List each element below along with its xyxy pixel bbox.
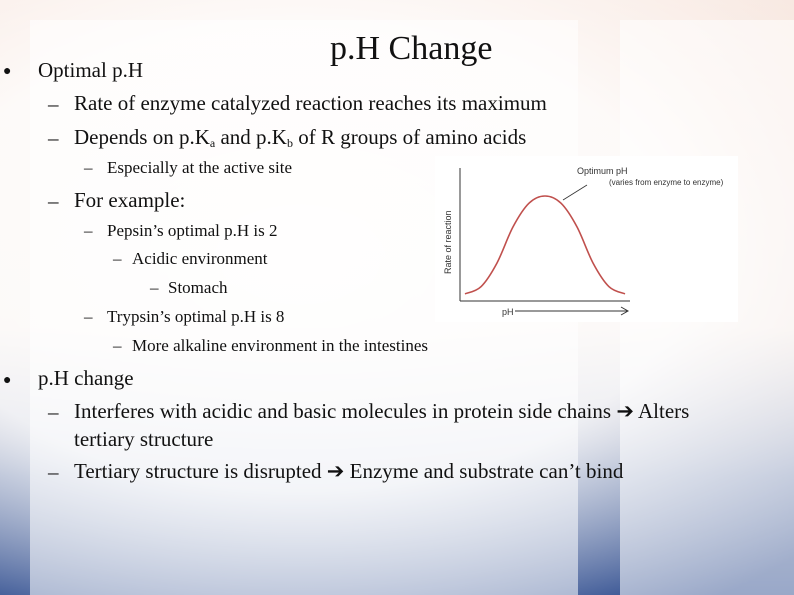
alters-text: Alters xyxy=(633,399,690,423)
x-axis-label: pH xyxy=(502,307,514,317)
sub-rate-maximum: Rate of enzyme catalyzed reaction reache… xyxy=(74,91,547,115)
sub-for-example: For example: xyxy=(74,188,186,212)
dash-marker: – xyxy=(48,92,59,116)
sub-depends-pk: Depends on p.Ka and p.Kb of R groups of … xyxy=(74,125,526,151)
annotation-pointer xyxy=(562,184,588,201)
sub-alkaline: More alkaline environment in the intesti… xyxy=(132,336,429,355)
chart-svg: Rate of reaction pH Optimum pH (varies f… xyxy=(443,166,724,317)
sub-trypsin: Trypsin’s optimal p.H is 8 xyxy=(107,307,285,326)
dash-marker: – xyxy=(48,189,59,213)
annotation-subtitle: (varies from enzyme to enzyme) xyxy=(609,178,724,187)
sub-acidic: Acidic environment xyxy=(132,249,268,268)
arrow-icon: ➔ xyxy=(616,399,634,423)
bullet-dot: ● xyxy=(3,64,12,79)
dash-marker: – xyxy=(84,307,93,326)
bullet-dot: ● xyxy=(3,373,12,388)
dash-marker: – xyxy=(48,460,59,484)
optimum-ph-chart: Rate of reaction pH Optimum pH (varies f… xyxy=(435,156,738,322)
sub-interferes: Interferes with acidic and basic molecul… xyxy=(74,399,689,424)
y-axis-label: Rate of reaction xyxy=(443,210,453,274)
pk-text-1: Depends on p.K xyxy=(74,125,210,149)
x-arrow-head xyxy=(620,306,630,316)
sub-active-site: Especially at the active site xyxy=(107,158,293,177)
pk-sub-a: a xyxy=(209,136,216,150)
bullet-ph-change: p.H change xyxy=(38,366,134,390)
annotation-title: Optimum pH xyxy=(577,166,628,176)
pk-sub-b: b xyxy=(286,136,293,150)
sub-pepsin: Pepsin’s optimal p.H is 2 xyxy=(107,221,278,240)
pk-text-3: of R groups of amino acids xyxy=(292,125,527,149)
dash-marker: – xyxy=(48,400,59,424)
disrupted-text: Tertiary structure is disrupted xyxy=(74,459,322,483)
arrow-icon: ➔ xyxy=(326,459,345,483)
slide-title: p.H Change xyxy=(330,30,493,67)
dash-marker: – xyxy=(48,126,59,150)
dash-marker: – xyxy=(113,336,122,355)
sub-stomach: Stomach xyxy=(168,278,228,297)
series-curve xyxy=(464,195,626,295)
pk-text-2: and p.K xyxy=(215,125,287,149)
dash-marker: – xyxy=(113,249,122,268)
dash-marker: – xyxy=(84,158,93,177)
dash-marker: – xyxy=(150,278,159,297)
cant-bind-text: Enzyme and substrate can’t bind xyxy=(344,459,624,483)
sub-interferes-cont: tertiary structure xyxy=(74,427,214,451)
bullet-optimal-ph: Optimal p.H xyxy=(38,58,143,82)
sub-disrupted: Tertiary structure is disrupted ➔ Enzyme… xyxy=(74,459,623,484)
dash-marker: – xyxy=(84,221,93,240)
interferes-text: Interferes with acidic and basic molecul… xyxy=(74,399,612,423)
